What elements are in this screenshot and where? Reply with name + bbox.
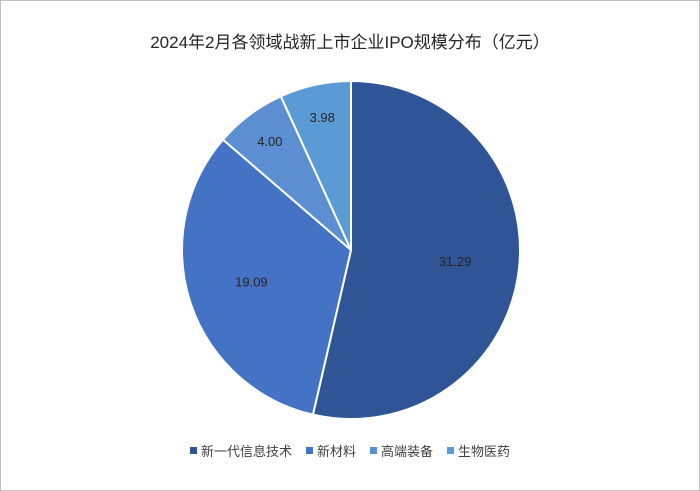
legend-swatch-2 xyxy=(370,447,377,454)
pie-slice-1 xyxy=(181,138,353,416)
legend-label-0: 新一代信息技术 xyxy=(200,444,292,459)
data-label-2: 4.00 xyxy=(257,134,282,149)
legend-label-2: 高端装备 xyxy=(381,444,434,459)
legend-swatch-3 xyxy=(447,447,455,454)
chart-legend: 新一代信息技术 新材料 高端装备 生物医药 xyxy=(1,441,699,460)
legend-item-0: 新一代信息技术 xyxy=(189,441,292,460)
pie-slice-0 xyxy=(311,79,521,420)
legend-swatch-0 xyxy=(189,447,197,454)
data-label-3: 3.98 xyxy=(310,110,335,125)
legend-item-1: 新材料 xyxy=(305,441,356,460)
legend-label-1: 新材料 xyxy=(316,444,356,459)
pie-slice-3 xyxy=(279,79,352,251)
legend-item-3: 生物医药 xyxy=(447,441,510,460)
legend-item-2: 高端装备 xyxy=(370,441,433,460)
data-label-0: 31.29 xyxy=(439,254,472,269)
legend-label-3: 生物医药 xyxy=(458,444,511,459)
legend-swatch-1 xyxy=(305,447,313,454)
data-label-1: 19.09 xyxy=(235,275,268,290)
chart-title: 2024年2月各领域战新上市企业IPO规模分布（亿元） xyxy=(150,33,550,52)
